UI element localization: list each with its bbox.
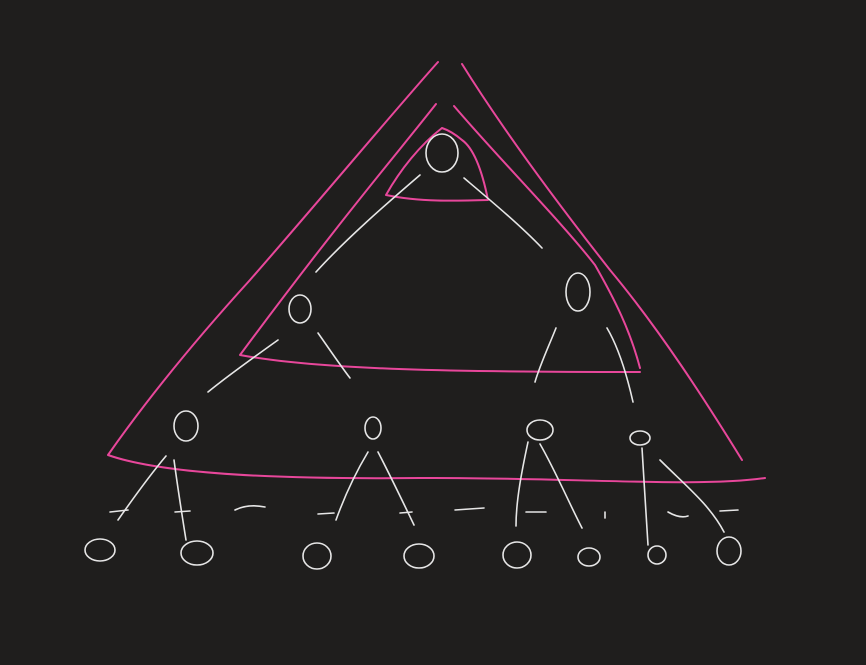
node-leaf-5 bbox=[502, 541, 532, 569]
node-level1-left bbox=[288, 294, 312, 324]
dash bbox=[719, 509, 739, 512]
edge-a-right bbox=[173, 459, 187, 541]
node-leaf-4 bbox=[403, 543, 435, 569]
dash bbox=[109, 509, 129, 513]
node-root bbox=[425, 133, 459, 173]
dash bbox=[454, 507, 485, 511]
leaf-baseline-dashes bbox=[109, 504, 739, 519]
dash bbox=[317, 512, 335, 515]
region-top-triangle bbox=[385, 127, 489, 202]
node-level2-a bbox=[173, 410, 199, 442]
node-level2-c bbox=[526, 419, 554, 441]
edge-l1-left-to-b bbox=[317, 332, 351, 379]
node-level1-right bbox=[565, 272, 591, 312]
edge-l1-left-to-a bbox=[207, 339, 279, 393]
dash bbox=[667, 511, 689, 518]
edge-d-left bbox=[641, 447, 649, 546]
edge-root-left bbox=[315, 174, 421, 273]
subtree-regions bbox=[107, 61, 766, 484]
edge-c-left bbox=[515, 441, 529, 527]
region-middle-triangle bbox=[239, 103, 641, 373]
dash bbox=[234, 504, 266, 511]
node-leaf-6 bbox=[577, 547, 601, 567]
edge-b-right bbox=[377, 451, 415, 526]
region-outer-triangle bbox=[107, 61, 766, 484]
edge-l1-right-to-d bbox=[606, 327, 634, 403]
node-leaf-3 bbox=[302, 542, 332, 570]
edge-b-left bbox=[335, 451, 369, 521]
dash bbox=[399, 511, 413, 514]
edge-c-right bbox=[539, 443, 583, 529]
node-leaf-1 bbox=[84, 538, 116, 562]
edge-d-right bbox=[659, 459, 725, 533]
tree-edges bbox=[117, 174, 725, 546]
edge-root-right bbox=[463, 177, 543, 249]
node-level2-d bbox=[629, 430, 651, 446]
tree-nodes bbox=[84, 133, 742, 570]
node-leaf-8 bbox=[716, 536, 742, 566]
edge-l1-right-to-c bbox=[534, 327, 557, 383]
node-leaf-2 bbox=[180, 540, 214, 566]
node-leaf-7 bbox=[647, 545, 667, 565]
edge-a-left bbox=[117, 455, 167, 521]
dash bbox=[174, 510, 191, 513]
node-level2-b bbox=[364, 416, 382, 440]
